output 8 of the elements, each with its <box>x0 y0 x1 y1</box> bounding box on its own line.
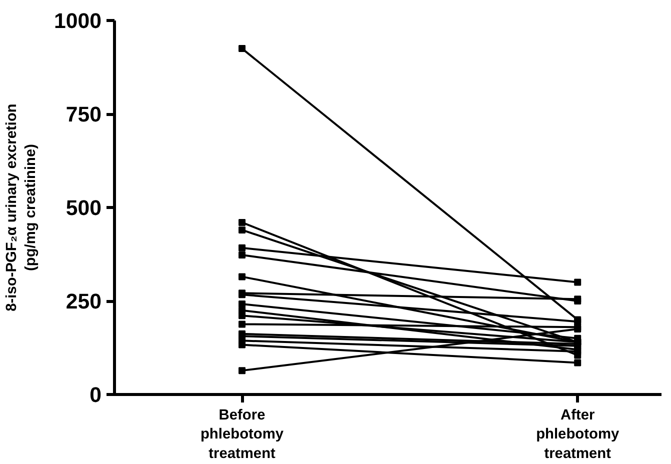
x-tick-label: Before phlebotomy treatment <box>200 408 284 462</box>
y-tick-label: 500 <box>66 196 102 220</box>
y-tick-label: 250 <box>66 290 102 314</box>
y-axis-title: 8-iso-PGF₂α urinary excretion (pg/mg creatinine) <box>4 104 40 312</box>
y-tick-label: 0 <box>90 383 102 407</box>
y-tick-label: 1000 <box>54 9 102 33</box>
y-tick-label: 750 <box>66 102 102 126</box>
x-tick-label: After phlebotomy treatment <box>536 408 620 462</box>
